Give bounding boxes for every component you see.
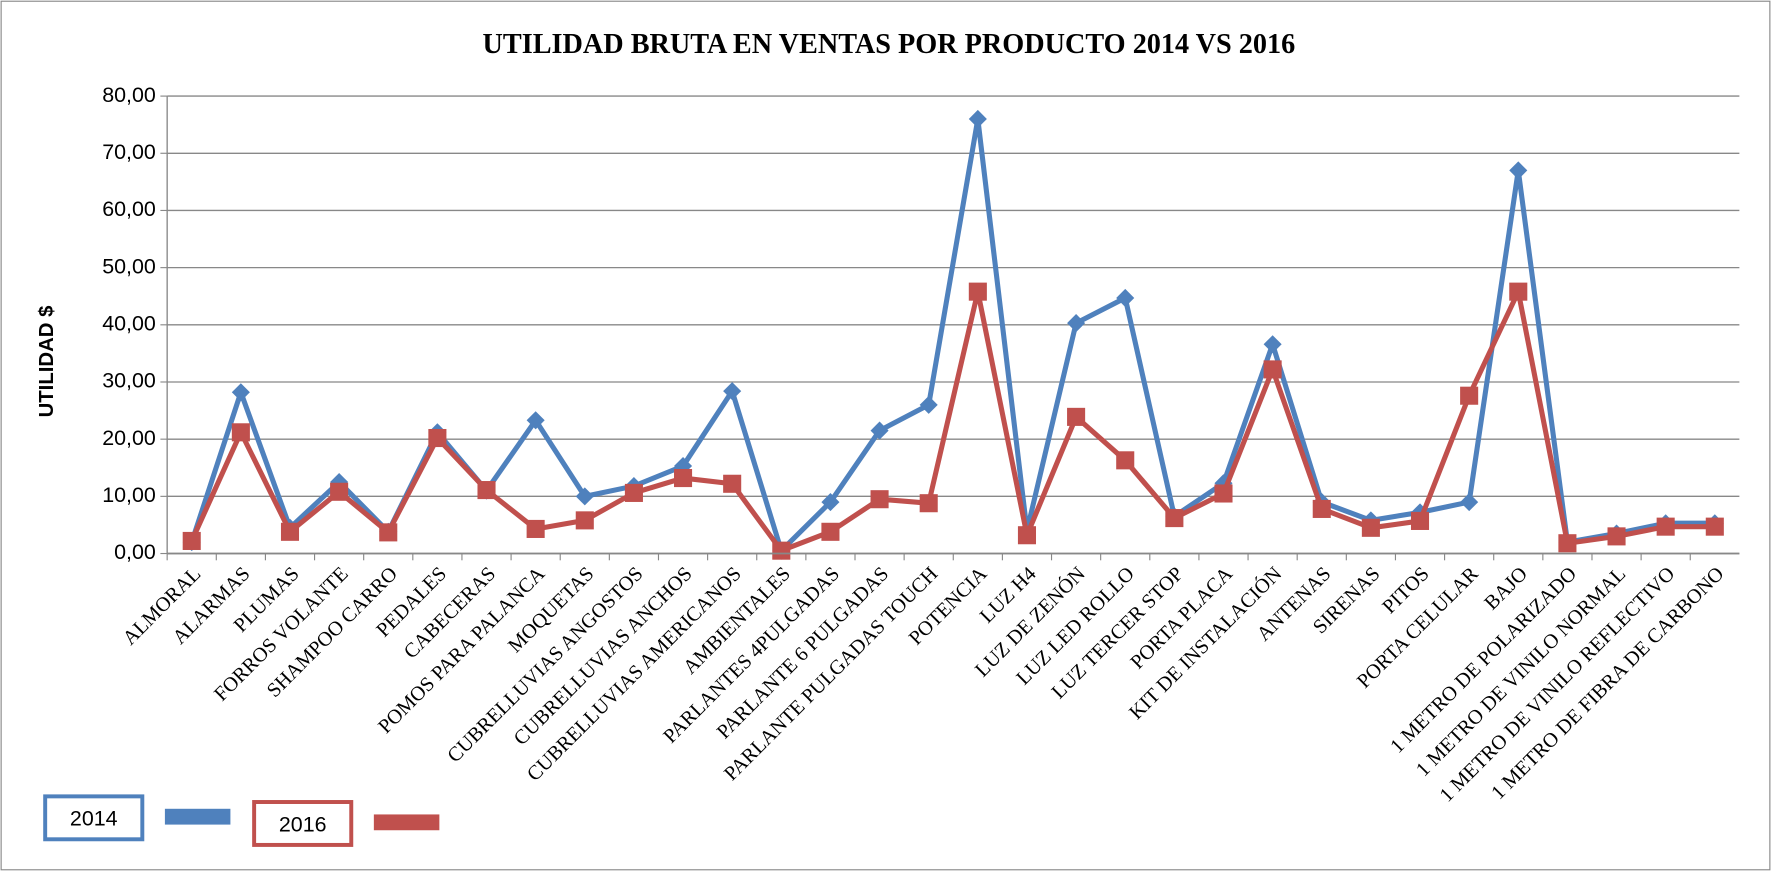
legend-label: 2014 <box>70 807 118 831</box>
point-marker <box>772 541 791 560</box>
point-marker <box>1116 451 1135 470</box>
point-marker <box>1017 526 1037 545</box>
y-tick-label: 30,00 <box>102 369 156 393</box>
point-marker <box>1607 527 1626 546</box>
legend-swatch <box>373 814 440 831</box>
point-marker <box>1410 511 1430 530</box>
point-marker <box>231 423 250 442</box>
point-marker <box>723 474 742 493</box>
legend-box <box>252 800 354 847</box>
point-marker <box>1214 484 1233 503</box>
y-tick-label: 10,00 <box>102 483 156 507</box>
point-marker <box>968 109 987 129</box>
point-marker <box>624 483 643 502</box>
y-tick-label: 80,00 <box>102 83 156 107</box>
point-marker <box>870 490 889 509</box>
point-marker <box>280 522 300 541</box>
y-tick-label: 70,00 <box>102 140 156 164</box>
legend-label: 2016 <box>279 812 327 836</box>
point-marker <box>575 487 594 506</box>
point-marker <box>526 411 545 430</box>
point-marker <box>1509 282 1528 301</box>
point-marker <box>330 482 349 501</box>
point-marker <box>379 523 398 542</box>
point-marker <box>477 481 496 500</box>
legend-swatch <box>164 808 231 825</box>
point-marker <box>526 519 545 538</box>
chart-title: UTILIDAD BRUTA EN VENTAS POR PRODUCTO 20… <box>483 29 1296 60</box>
point-marker <box>919 395 938 414</box>
point-marker <box>1312 499 1331 518</box>
point-marker <box>182 531 201 550</box>
point-marker <box>428 428 447 448</box>
point-marker <box>1460 386 1479 405</box>
y-tick-label: 20,00 <box>102 426 156 450</box>
y-tick-label: 60,00 <box>102 197 156 221</box>
legend-box <box>43 794 145 842</box>
point-marker <box>1067 407 1086 426</box>
point-marker <box>1705 517 1724 536</box>
point-marker <box>821 522 840 541</box>
point-marker <box>968 282 987 301</box>
point-marker <box>919 494 938 513</box>
point-marker <box>1656 517 1675 536</box>
point-marker <box>1361 518 1380 537</box>
point-marker <box>1263 360 1282 379</box>
y-tick-label: 0,00 <box>114 540 156 564</box>
y-tick-label: 50,00 <box>102 254 156 278</box>
y-tick-label: 40,00 <box>102 311 156 335</box>
y-axis-label: UTILIDAD $ <box>36 305 58 417</box>
point-marker <box>870 421 889 440</box>
point-marker <box>1165 509 1184 528</box>
point-marker <box>575 511 594 530</box>
point-marker <box>674 469 693 488</box>
point-marker <box>1558 534 1577 553</box>
